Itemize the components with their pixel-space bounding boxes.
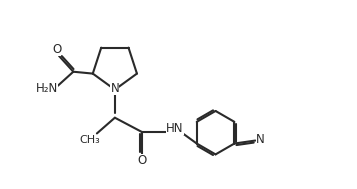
Text: CH₃: CH₃ (80, 135, 101, 145)
Text: N: N (110, 82, 119, 95)
Text: O: O (52, 43, 61, 56)
Text: N: N (256, 133, 265, 146)
Text: O: O (137, 154, 146, 167)
Text: HN: HN (166, 122, 183, 135)
Text: H₂N: H₂N (36, 82, 58, 95)
